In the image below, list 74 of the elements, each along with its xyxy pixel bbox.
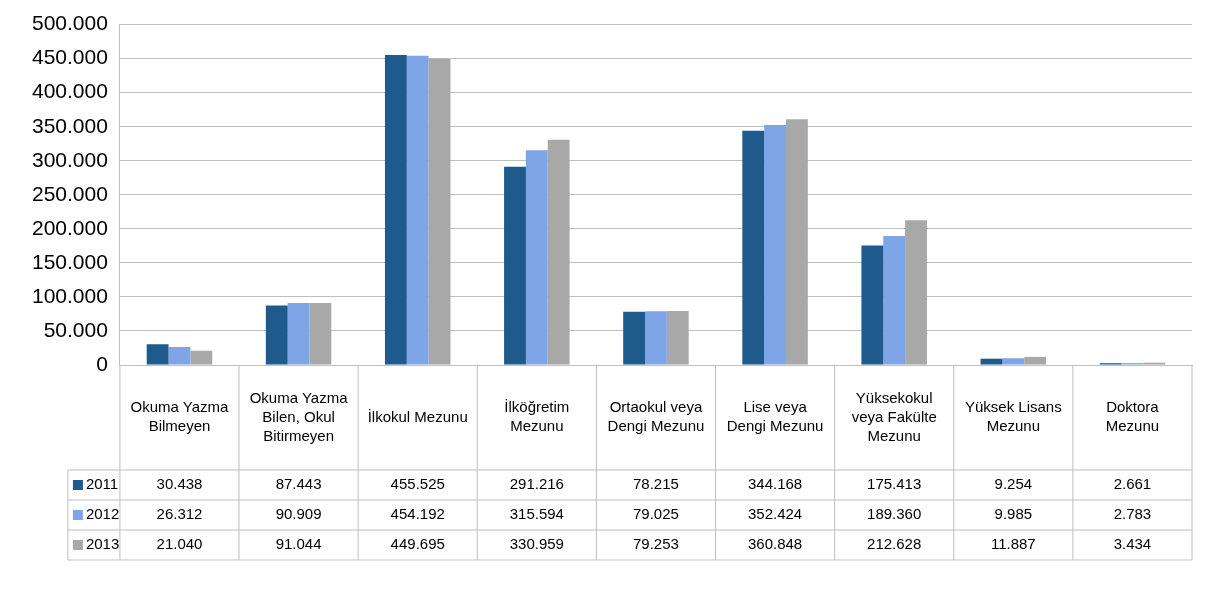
data-label: 79.253	[633, 535, 679, 553]
bar	[645, 311, 667, 365]
data-label: 11.887	[990, 535, 1036, 553]
data-label: 189.360	[867, 505, 922, 523]
y-tick-label: 400.000	[31, 79, 108, 103]
data-label: 352.424	[747, 505, 803, 523]
data-label: 2.783	[1113, 505, 1152, 523]
bar	[861, 245, 884, 365]
y-tick-label: 250.000	[31, 181, 108, 205]
bar	[883, 236, 906, 365]
data-label: 291.216	[509, 475, 564, 493]
data-label: 30.438	[156, 475, 203, 493]
y-tick-label: 50.000	[43, 317, 108, 341]
y-tick-label: 300.000	[31, 147, 108, 171]
bar	[384, 54, 407, 365]
x-tick-label: Yüksekokul veya Fakülte Mezunu	[851, 388, 937, 444]
bar	[146, 344, 169, 365]
data-label: 87.443	[275, 475, 322, 493]
y-tick-label: 500.000	[31, 11, 108, 35]
y-tick-label: 150.000	[31, 249, 108, 273]
data-label: 175.413	[867, 475, 922, 493]
y-tick-label: 200.000	[31, 215, 108, 239]
bar	[1002, 358, 1025, 365]
data-label: 454.192	[390, 505, 445, 523]
data-label: 79.025	[633, 505, 679, 523]
y-tick-label: 350.000	[31, 113, 108, 137]
data-label: 360.848	[747, 535, 803, 553]
data-label: 90.909	[275, 505, 322, 523]
bar	[406, 55, 429, 365]
bar	[287, 303, 310, 365]
data-label: 3.434	[1113, 535, 1152, 553]
bar	[525, 150, 548, 365]
bar	[980, 358, 1003, 365]
data-label: 26.312	[156, 505, 203, 523]
x-tick-label: İlköğretim Mezunu	[504, 398, 570, 435]
bar	[786, 119, 808, 365]
bar	[190, 350, 213, 365]
data-label: 9.254	[994, 475, 1033, 493]
bar	[666, 311, 689, 365]
x-tick-label: Lise veya Dengi Mezunu	[726, 398, 824, 435]
x-tick-label: Doktora Mezunu	[1105, 398, 1160, 435]
y-tick-label: 0	[96, 351, 108, 375]
bar	[742, 130, 765, 365]
data-label: 78.215	[633, 475, 679, 493]
x-tick-label: İlkokul Mezunu	[367, 407, 468, 425]
x-tick-label: Yüksek Lisans Mezunu	[964, 398, 1062, 435]
legend-label: 2011	[85, 475, 119, 493]
data-label: 91.044	[275, 535, 322, 553]
bar	[623, 311, 646, 365]
bar	[168, 347, 191, 365]
bar	[1024, 356, 1047, 365]
legend-label: 2013	[85, 535, 120, 553]
bar	[309, 303, 332, 365]
bar	[265, 305, 288, 365]
data-label: 330.959	[509, 535, 564, 553]
bar	[547, 139, 570, 365]
data-label: 212.628	[867, 535, 922, 553]
y-tick-label: 450.000	[31, 45, 108, 69]
x-tick-label: Ortaokul veya Dengi Mezunu	[607, 398, 705, 435]
data-label: 344.168	[747, 475, 803, 493]
bar	[905, 220, 927, 365]
bar	[504, 166, 526, 365]
legend-label: 2012	[85, 505, 120, 523]
x-tick-label: Okuma Yazma Bilmeyen	[130, 398, 230, 435]
bar	[764, 125, 786, 365]
data-label: 455.525	[390, 475, 445, 493]
y-tick-label: 100.000	[31, 283, 108, 307]
data-label: 315.594	[509, 505, 564, 523]
bar	[428, 58, 451, 365]
data-label: 9.985	[994, 505, 1033, 523]
data-label: 2.661	[1113, 475, 1152, 493]
x-tick-label: Okuma Yazma Bilen, Okul Bitirmeyen	[249, 388, 349, 444]
data-label: 21.040	[156, 535, 203, 553]
data-label: 449.695	[390, 535, 445, 553]
